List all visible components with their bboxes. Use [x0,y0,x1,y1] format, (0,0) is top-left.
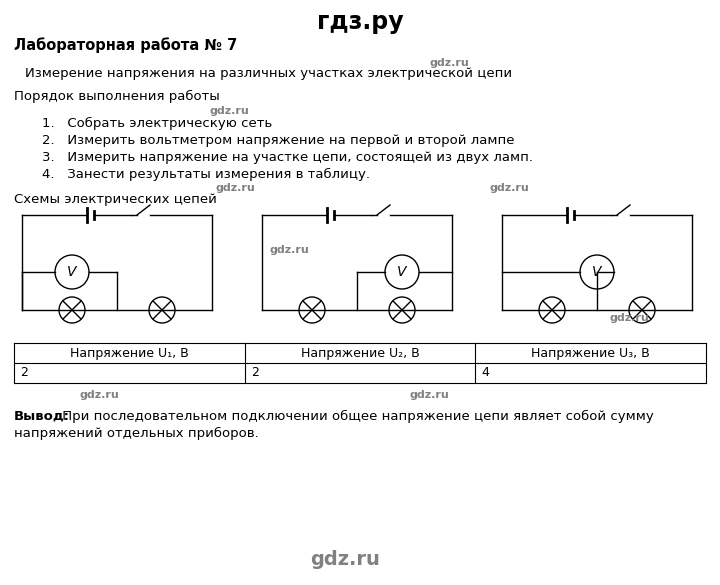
Text: Напряжение U₃, В: Напряжение U₃, В [531,346,650,360]
Text: 4.   Занести результаты измерения в таблицу.: 4. Занести результаты измерения в таблиц… [42,168,370,181]
Text: 1.   Собрать электрическую сеть: 1. Собрать электрическую сеть [42,117,272,130]
Text: gdz.ru: gdz.ru [80,390,120,400]
Text: gdz.ru: gdz.ru [410,390,450,400]
Text: Измерение напряжения на различных участках электрической цепи: Измерение напряжения на различных участк… [25,67,512,80]
Text: V: V [397,265,407,279]
Text: Порядок выполнения работы: Порядок выполнения работы [14,90,220,103]
Text: Вывод:: Вывод: [14,410,70,423]
Text: Лабораторная работа № 7: Лабораторная работа № 7 [14,37,238,53]
Text: V: V [67,265,77,279]
Text: 2.   Измерить вольтметром напряжение на первой и второй лампе: 2. Измерить вольтметром напряжение на пе… [42,134,515,147]
Text: Схемы электрических цепей: Схемы электрических цепей [14,193,217,206]
Text: gdz.ru: gdz.ru [490,183,530,193]
Text: gdz.ru: gdz.ru [210,106,250,116]
Text: При последовательном подключении общее напряжение цепи являет собой сумму: При последовательном подключении общее н… [58,410,654,423]
Text: gdz.ru: gdz.ru [310,550,380,569]
Text: Напряжение U₂, В: Напряжение U₂, В [301,346,419,360]
Text: гдз.py: гдз.py [317,10,403,34]
Text: 2: 2 [251,366,258,380]
Text: V: V [593,265,602,279]
Text: 4: 4 [482,366,489,380]
Text: gdz.ru: gdz.ru [430,58,469,68]
Text: gdz.ru: gdz.ru [610,313,649,323]
Text: gdz.ru: gdz.ru [215,183,255,193]
Text: 2: 2 [20,366,28,380]
Text: напряжений отдельных приборов.: напряжений отдельных приборов. [14,427,258,440]
Text: 3.   Измерить напряжение на участке цепи, состоящей из двух ламп.: 3. Измерить напряжение на участке цепи, … [42,151,533,164]
Text: gdz.ru: gdz.ru [270,245,310,255]
Text: Напряжение U₁, В: Напряжение U₁, В [70,346,189,360]
